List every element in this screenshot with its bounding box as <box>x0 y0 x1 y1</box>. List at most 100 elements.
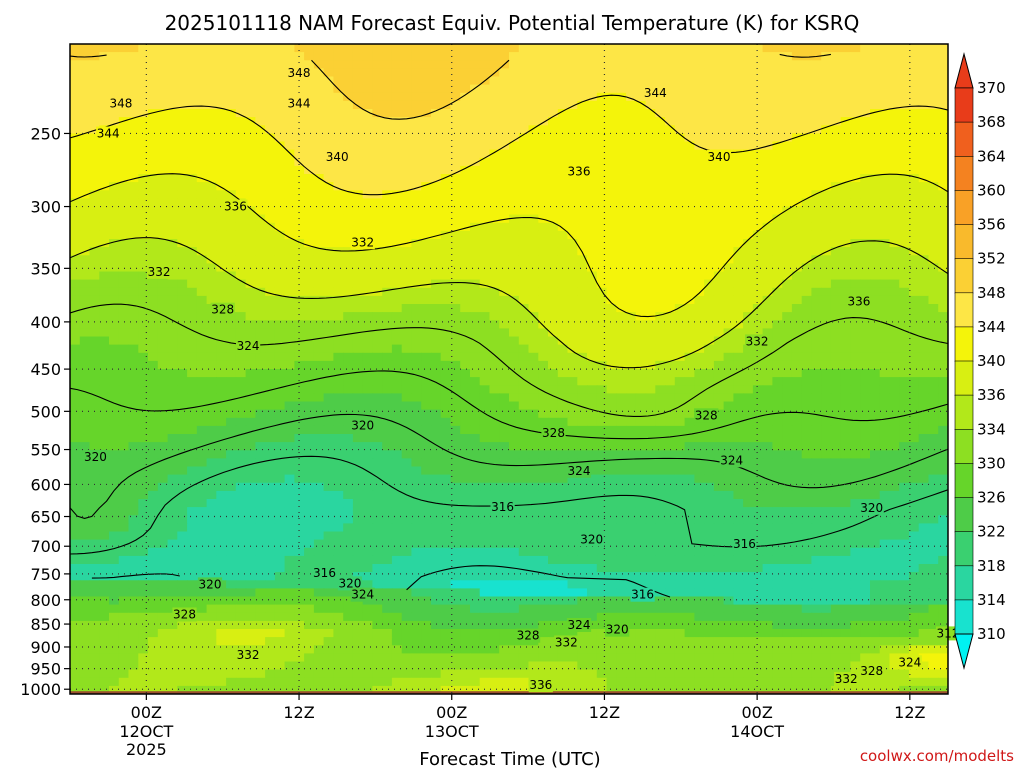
field-cell <box>411 125 422 134</box>
field-cell <box>752 304 764 313</box>
field-cell <box>811 377 822 386</box>
field-cell <box>762 482 773 492</box>
field-cell <box>743 92 754 102</box>
field-cell <box>313 352 325 362</box>
field-cell <box>235 125 247 134</box>
field-cell <box>743 287 754 297</box>
field-cell <box>235 474 247 484</box>
field-cell <box>391 490 403 500</box>
field-cell <box>655 230 666 240</box>
field-cell <box>870 68 881 78</box>
field-cell <box>118 287 130 297</box>
field-cell <box>323 214 334 224</box>
field-cell <box>684 417 695 427</box>
field-cell <box>830 214 842 224</box>
field-cell <box>323 60 334 69</box>
field-cell <box>362 401 374 411</box>
field-cell <box>791 174 803 183</box>
field-cell <box>733 239 744 248</box>
field-cell <box>89 442 100 451</box>
field-cell <box>567 295 578 305</box>
field-cell <box>684 230 695 240</box>
field-cell <box>509 222 520 232</box>
field-cell <box>557 304 569 313</box>
field-cell <box>216 117 227 126</box>
field-cell <box>118 425 130 435</box>
field-cell <box>450 409 461 419</box>
field-cell <box>801 385 813 394</box>
field-cell <box>606 190 617 199</box>
field-cell <box>187 328 198 338</box>
field-cell <box>499 157 510 167</box>
field-cell <box>889 458 900 468</box>
field-cell <box>79 222 91 232</box>
field-cell <box>557 230 569 240</box>
field-cell <box>655 295 666 305</box>
field-cell <box>352 401 364 411</box>
field-cell <box>674 393 686 403</box>
field-cell <box>772 263 783 273</box>
field-cell <box>694 165 705 175</box>
field-cell <box>255 425 266 435</box>
field-cell <box>196 336 208 346</box>
field-cell <box>265 165 276 175</box>
field-cell <box>909 279 920 289</box>
field-cell <box>265 206 276 216</box>
field-cell <box>255 52 266 61</box>
field-cell <box>743 117 754 126</box>
field-cell <box>421 328 432 338</box>
field-cell <box>245 482 256 492</box>
field-cell <box>362 117 374 126</box>
field-cell <box>274 360 286 370</box>
field-cell <box>509 393 520 403</box>
field-cell <box>460 174 471 183</box>
field-cell <box>255 149 266 159</box>
field-cell <box>548 44 559 53</box>
field-cell <box>235 304 247 313</box>
field-cell <box>450 352 461 362</box>
field-cell <box>206 157 217 167</box>
field-cell <box>674 271 686 281</box>
field-cell <box>157 222 169 232</box>
field-cell <box>557 466 569 476</box>
field-cell <box>440 68 452 78</box>
field-cell <box>782 182 793 191</box>
field-cell <box>587 230 598 240</box>
field-cell <box>323 84 334 94</box>
field-cell <box>655 320 666 329</box>
field-cell <box>109 385 120 394</box>
field-cell <box>128 60 139 69</box>
field-cell <box>382 304 393 313</box>
field-cell <box>382 84 393 94</box>
field-cell <box>489 271 500 281</box>
field-cell <box>148 100 159 110</box>
field-cell <box>840 125 852 134</box>
field-cell <box>177 328 188 338</box>
field-cell <box>499 425 510 435</box>
field-cell <box>70 214 81 224</box>
field-cell <box>606 474 617 484</box>
field-cell <box>577 425 588 435</box>
field-cell <box>665 92 676 102</box>
field-cell <box>421 312 432 321</box>
field-cell <box>713 360 725 370</box>
field-cell <box>167 117 178 126</box>
field-cell <box>548 377 559 386</box>
field-cell <box>323 287 334 297</box>
field-cell <box>811 417 822 427</box>
field-cell <box>343 401 354 411</box>
field-cell <box>616 352 627 362</box>
field-cell <box>118 401 130 411</box>
field-cell <box>362 255 374 264</box>
field-cell <box>489 466 500 476</box>
field-cell <box>821 174 832 183</box>
field-cell <box>791 190 803 199</box>
field-cell <box>821 442 832 451</box>
field-cell <box>596 68 608 78</box>
field-cell <box>274 287 286 297</box>
field-cell <box>89 149 100 159</box>
field-cell <box>762 320 773 329</box>
field-cell <box>889 125 900 134</box>
field-cell <box>284 84 295 94</box>
field-cell <box>489 222 500 232</box>
